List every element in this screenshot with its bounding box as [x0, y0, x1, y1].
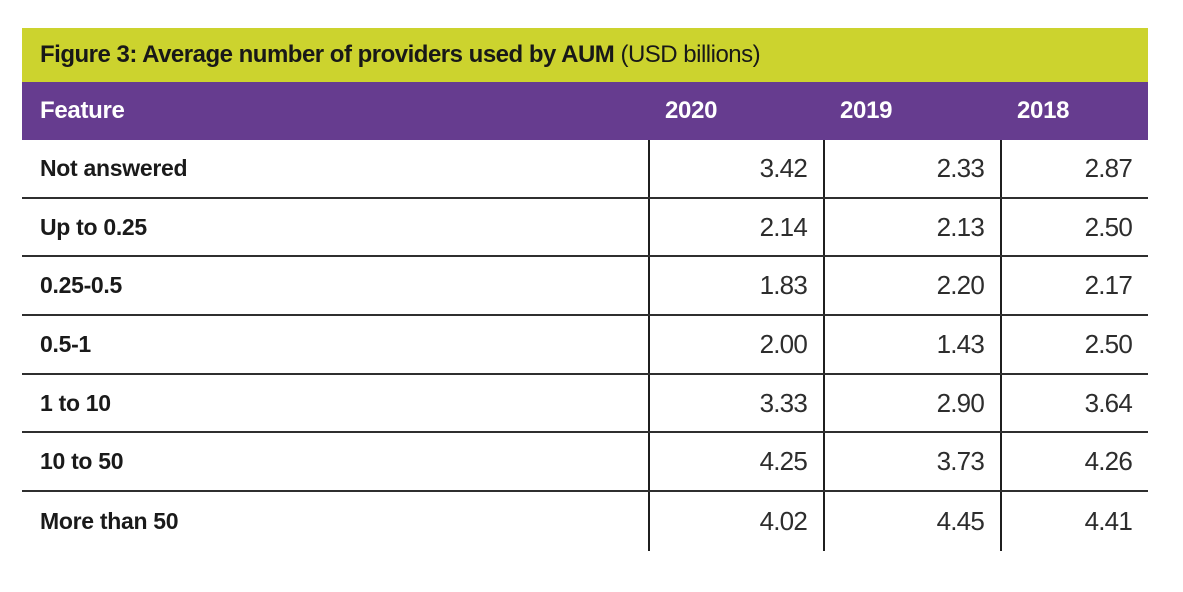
column-header-2020: 2020 — [665, 97, 718, 124]
figure-title-unit: (USD billions) — [614, 41, 761, 68]
cell-value-2019: 3.73 — [823, 433, 1000, 491]
cell-value-2018: 2.17 — [1000, 257, 1148, 315]
cell-value-2019: 1.43 — [823, 316, 1000, 373]
table-row: More than 50 4.02 4.45 4.41 — [22, 492, 1148, 551]
figure-title: Figure 3: Average number of providers us… — [40, 41, 615, 68]
cell-value-2018: 2.50 — [1000, 198, 1148, 256]
row-feature-label: 10 to 50 — [40, 448, 124, 475]
column-header-feature: Feature — [40, 97, 125, 124]
cell-value-2018: 3.64 — [1000, 374, 1148, 432]
cell-value-2020: 3.42 — [648, 140, 823, 197]
row-feature-label: 1 to 10 — [40, 389, 111, 416]
cell-value-2018: 2.50 — [1000, 316, 1148, 373]
figure-container: Figure 3: Average number of providers us… — [22, 28, 1148, 551]
cell-value-2020: 4.25 — [648, 433, 823, 491]
row-feature-label: Not answered — [40, 154, 188, 181]
row-feature-label: 0.5-1 — [40, 330, 91, 357]
cell-value-2019: 2.20 — [823, 257, 1000, 315]
cell-value-2020: 3.33 — [648, 374, 823, 432]
cell-value-2019: 4.45 — [823, 492, 1000, 551]
table-header-row: Feature 2020 2019 2018 — [22, 82, 1148, 140]
table-row: Up to 0.25 2.14 2.13 2.50 — [22, 198, 1148, 258]
table-row: 1 to 10 3.33 2.90 3.64 — [22, 374, 1148, 434]
cell-value-2020: 1.83 — [648, 257, 823, 315]
cell-value-2019: 2.33 — [823, 140, 1000, 197]
cell-value-2020: 4.02 — [648, 492, 823, 551]
column-header-2019: 2019 — [840, 97, 893, 124]
table-body: Not answered 3.42 2.33 2.87 Up to 0.25 2… — [22, 140, 1148, 551]
cell-value-2018: 4.26 — [1000, 433, 1148, 491]
table-row: 0.5-1 2.00 1.43 2.50 — [22, 316, 1148, 375]
row-feature-label: More than 50 — [40, 507, 179, 534]
cell-value-2018: 2.87 — [1000, 140, 1148, 197]
figure-title-bar: Figure 3: Average number of providers us… — [22, 28, 1148, 82]
cell-value-2020: 2.14 — [648, 198, 823, 256]
table-row: Not answered 3.42 2.33 2.87 — [22, 140, 1148, 199]
row-feature-label: 0.25-0.5 — [40, 272, 122, 299]
row-feature-label: Up to 0.25 — [40, 213, 147, 240]
cell-value-2019: 2.90 — [823, 374, 1000, 432]
cell-value-2018: 4.41 — [1000, 492, 1148, 551]
cell-value-2019: 2.13 — [823, 198, 1000, 256]
table-row: 0.25-0.5 1.83 2.20 2.17 — [22, 257, 1148, 317]
cell-value-2020: 2.00 — [648, 316, 823, 373]
column-header-2018: 2018 — [1017, 97, 1070, 124]
table-row: 10 to 50 4.25 3.73 4.26 — [22, 433, 1148, 493]
